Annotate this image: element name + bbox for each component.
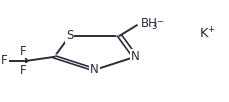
Text: 3: 3 [151,22,156,30]
Text: −: − [156,17,163,26]
Text: F: F [19,45,26,58]
Text: K: K [199,27,207,40]
Text: S: S [66,29,73,42]
Text: N: N [90,63,99,76]
Text: F: F [1,54,8,67]
Text: +: + [206,25,213,34]
Text: N: N [130,50,139,63]
Text: BH: BH [140,17,157,30]
Text: F: F [19,64,26,77]
